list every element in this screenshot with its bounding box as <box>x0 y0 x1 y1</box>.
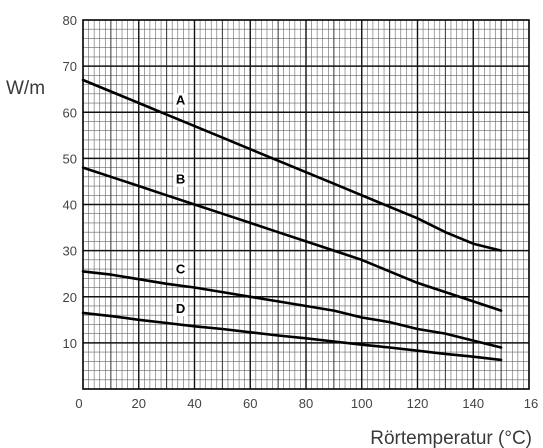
x-tick-label: 100 <box>351 396 373 411</box>
curve-labels: A B C D <box>173 92 188 316</box>
y-tick-label: 20 <box>63 290 77 305</box>
x-tick-label: 20 <box>132 396 146 411</box>
curve-label-bg <box>173 301 188 316</box>
x-tick-label: 60 <box>243 396 257 411</box>
y-axis-ticks: 80 70 60 50 40 30 20 10 <box>63 13 77 351</box>
y-axis-title: W/m <box>6 78 45 99</box>
series-line-c <box>81 270 503 349</box>
y-tick-label: 60 <box>63 105 77 120</box>
curve-label-b: B <box>176 172 185 187</box>
y-tick-label: 40 <box>63 198 77 213</box>
curve-label-bg <box>173 93 188 108</box>
curve-label-bg <box>173 262 188 277</box>
y-tick-label: 30 <box>63 244 77 259</box>
series-line-d <box>81 311 503 362</box>
x-tick-label: 120 <box>407 396 429 411</box>
plot-frame <box>82 19 530 390</box>
y-tick-label: 70 <box>63 59 77 74</box>
y-tick-label: 10 <box>63 336 77 351</box>
x-axis-ticks: 0 20 40 60 80 100 120 140 16 <box>75 396 538 411</box>
series-layer <box>81 78 503 362</box>
x-tick-label: 40 <box>187 396 201 411</box>
curve-label-a: A <box>176 92 186 107</box>
curve-label-d: D <box>176 301 185 316</box>
x-axis-title: Rörtemperatur (°C) <box>370 428 532 448</box>
x-tick-label: 0 <box>75 396 82 411</box>
x-tick-label: 140 <box>462 396 484 411</box>
series-line-a <box>81 78 503 252</box>
y-tick-label: 50 <box>63 151 77 166</box>
y-tick-label: 80 <box>63 13 77 28</box>
x-tick-label: 16 <box>524 396 538 411</box>
x-tick-label: 80 <box>299 396 313 411</box>
curve-label-c: C <box>176 262 186 277</box>
grid-major <box>83 20 529 389</box>
series-line-b <box>81 166 503 312</box>
curve-label-bg <box>173 172 188 187</box>
